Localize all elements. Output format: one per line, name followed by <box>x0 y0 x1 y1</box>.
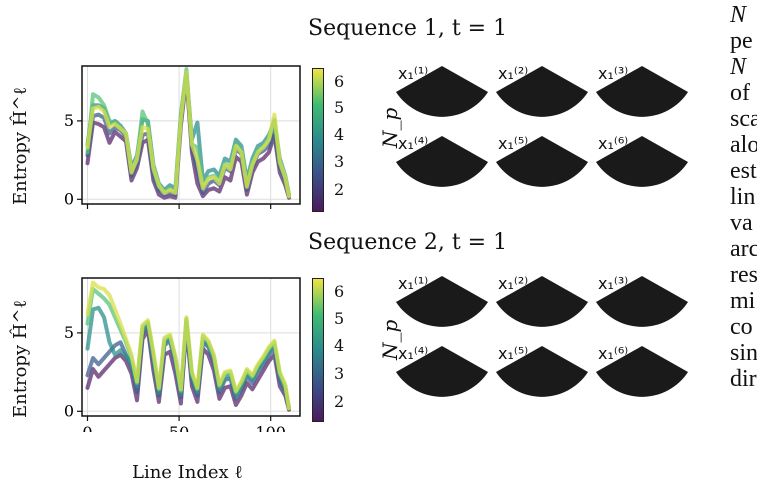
image-label-2: x₁⁽²⁾ <box>498 274 529 293</box>
side-text-line: res <box>730 262 757 288</box>
side-text-line: est <box>730 158 757 184</box>
panel-1-ultrasound-grid: x₁⁽¹⁾ x₁⁽²⁾ x₁⁽³⁾ x₁⁽⁴⁾ x₁⁽⁵⁾ x₁⁽⁶⁾ <box>392 62 692 202</box>
x-tick-label: 100 <box>255 423 286 432</box>
x-tick-label: 50 <box>169 423 189 432</box>
side-text-column: N pe N of sca alo est lin va arc res mi … <box>730 2 757 501</box>
ultrasound-frame-4 <box>396 136 488 187</box>
panel-1-cbar-tick-4: 4 <box>334 125 345 144</box>
ultrasound-frame-1 <box>396 276 488 327</box>
panel-1-plot: 05 <box>64 65 301 209</box>
panel-2-ylabel: Entropy Ĥ^ℓ <box>10 299 31 418</box>
panel-1-cbar-tick-3: 3 <box>334 152 345 171</box>
side-text-line: sin <box>730 340 757 366</box>
panel-1-cbar-tick-6: 6 <box>334 72 345 91</box>
series-line-np6 <box>85 70 291 199</box>
ultrasound-frame-1 <box>396 66 488 117</box>
axes-frame <box>81 277 301 417</box>
side-text-line: pe <box>730 28 753 54</box>
image-label-6: x₁⁽⁶⁾ <box>598 134 629 153</box>
side-text-line: mi <box>730 288 756 314</box>
image-label-2: x₁⁽²⁾ <box>498 64 529 83</box>
side-text-line: co <box>730 314 753 340</box>
side-text-line: N <box>730 2 747 28</box>
panel-2-cbar-tick-6: 6 <box>334 282 345 301</box>
image-label-1: x₁⁽¹⁾ <box>398 274 429 293</box>
ultrasound-frame-5 <box>496 136 588 187</box>
panel-2-cbar-tick-5: 5 <box>334 309 345 328</box>
y-tick-label: 5 <box>64 111 74 130</box>
panel-1-title: Sequence 1, t = 1 <box>308 16 508 41</box>
y-tick-label: 5 <box>64 323 74 342</box>
image-label-4: x₁⁽⁴⁾ <box>398 134 429 153</box>
ultrasound-frame-4 <box>396 346 488 397</box>
ultrasound-frame-2 <box>496 66 588 117</box>
ultrasound-frame-2 <box>496 276 588 327</box>
side-text-line: va <box>730 210 753 236</box>
panel-2-title: Sequence 2, t = 1 <box>308 230 508 255</box>
panel-1-cbar-tick-5: 5 <box>334 98 345 117</box>
side-text-line: sca <box>730 106 757 132</box>
x-tick-label: 0 <box>82 423 92 432</box>
panel-2-cbar-tick-4: 4 <box>334 336 345 355</box>
image-label-3: x₁⁽³⁾ <box>598 274 629 293</box>
side-text-line: dir <box>730 366 757 392</box>
image-label-5: x₁⁽⁵⁾ <box>498 134 529 153</box>
ultrasound-frame-3 <box>596 66 688 117</box>
side-text-line: alo <box>730 132 757 158</box>
panel-2-cbar-tick-3: 3 <box>334 364 345 383</box>
x-axis-label: Line Index ℓ <box>132 462 244 483</box>
series-line-np6 <box>85 280 291 411</box>
ultrasound-frame-3 <box>596 276 688 327</box>
panel-2-plot: 05050100 <box>64 277 301 432</box>
image-label-3: x₁⁽³⁾ <box>598 64 629 83</box>
y-tick-label: 0 <box>64 401 74 420</box>
side-text-line: arc <box>730 236 757 262</box>
axes-frame <box>81 65 301 205</box>
image-label-6: x₁⁽⁶⁾ <box>598 344 629 363</box>
ultrasound-frame-6 <box>596 346 688 397</box>
panel-1-ylabel: Entropy Ĥ^ℓ <box>10 86 31 205</box>
panel-2-colorbar <box>312 278 324 422</box>
panel-2-cbar-tick-2: 2 <box>334 392 345 411</box>
side-text-line: of <box>730 80 750 106</box>
ultrasound-frame-6 <box>596 136 688 187</box>
ultrasound-frame-5 <box>496 346 588 397</box>
panel-1-colorbar <box>312 68 324 212</box>
image-label-4: x₁⁽⁴⁾ <box>398 344 429 363</box>
image-label-1: x₁⁽¹⁾ <box>398 64 429 83</box>
image-label-5: x₁⁽⁵⁾ <box>498 344 529 363</box>
panel-2-ultrasound-grid: x₁⁽¹⁾ x₁⁽²⁾ x₁⁽³⁾ x₁⁽⁴⁾ x₁⁽⁵⁾ x₁⁽⁶⁾ <box>392 272 692 412</box>
side-text-line: N <box>730 54 747 80</box>
panel-1-cbar-tick-2: 2 <box>334 180 345 199</box>
y-tick-label: 0 <box>64 189 74 208</box>
side-text-line: lin <box>730 184 756 210</box>
